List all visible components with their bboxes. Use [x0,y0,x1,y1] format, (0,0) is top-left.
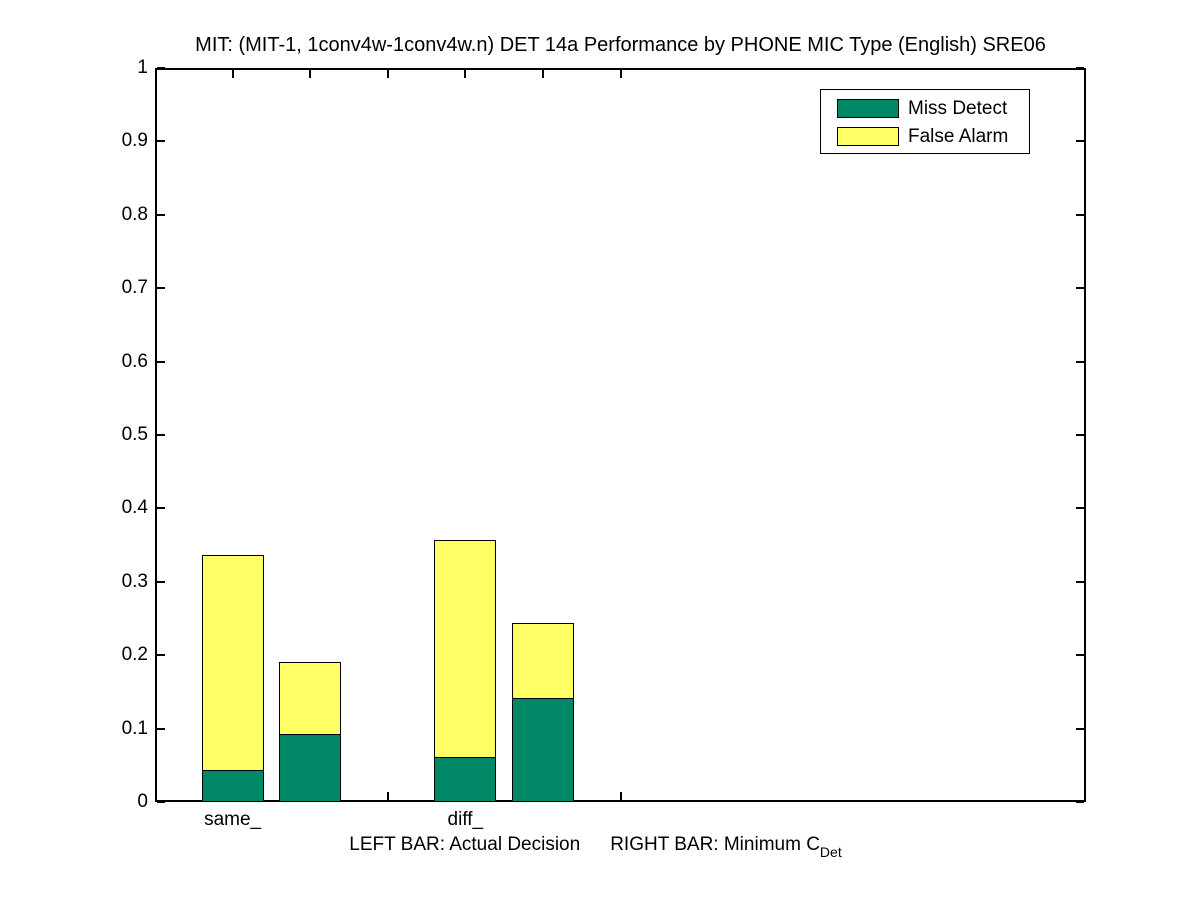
y-axis-tick-label: 0.9 [121,130,148,152]
y-axis-tick-right [1076,67,1084,69]
legend-swatch-miss-detect [837,99,899,118]
x-axis-tick-top [309,70,312,78]
bar-actual-decision-same_ [201,554,264,802]
y-axis-tick [157,654,165,657]
x-axis-tick-top [231,70,234,78]
x-axis-tick-label: same_ [204,809,262,830]
x-axis-tick-bottom [386,792,389,800]
x-axis-tick-bottom [619,792,622,800]
bar-minimum-cdet-diff_ [511,622,574,802]
legend-swatch-false-alarm [837,127,899,146]
plot-area [155,68,1086,802]
x-axis-tick-top [386,70,389,78]
x-axis-tick-top [464,70,467,78]
y-axis-tick-right [1076,727,1084,730]
bar-segment-miss-detect [435,756,496,801]
y-axis-tick [157,140,165,143]
bar-segment-miss-detect [512,698,573,801]
y-axis-tick-right [1076,140,1084,143]
legend-item-miss-detect: Miss Detect [837,99,1007,118]
y-axis-tick [157,434,165,436]
legend-item-false-alarm: False Alarm [837,127,1008,146]
bar-segment-miss-detect [202,770,263,801]
bar-segment-miss-detect [280,734,341,801]
y-axis-tick-label: 0.1 [121,717,148,739]
caption: LEFT BAR: Actual Decision RIGHT BAR: Mini… [155,833,1086,864]
y-axis-tick-label: 0.5 [121,424,148,445]
y-axis-tick-label: 0.3 [121,570,148,592]
y-axis-tick-right [1076,360,1084,363]
caption-right-bar: RIGHT BAR: Minimum C [610,834,820,855]
bar-minimum-cdet-same_ [279,661,342,802]
y-axis-tick [157,507,165,510]
caption-subscript: Det [819,844,842,860]
bar-actual-decision-diff_ [434,539,497,802]
y-axis-tick-right [1076,287,1084,290]
y-axis-tick [157,213,165,216]
x-axis-tick-label: diff_ [447,809,484,830]
y-axis-tick-right [1076,213,1084,216]
y-axis-tick-label: 0 [137,791,148,812]
x-axis-tick-top [541,70,544,78]
y-axis-tick [157,801,165,803]
y-axis-tick-label: 0.8 [121,203,148,225]
y-axis-tick [157,67,165,69]
y-axis-tick-right [1076,434,1084,436]
y-axis-tick-label: 0.2 [121,644,148,666]
legend-label-false-alarm: False Alarm [908,126,1009,147]
y-axis-tick [157,580,165,583]
y-axis-tick [157,360,165,363]
figure-title: MIT: (MIT-1, 1conv4w-1conv4w.n) DET 14a … [195,34,1046,56]
y-axis-tick-label: 0.7 [121,277,148,299]
y-axis-tick-label: 0.6 [121,350,148,372]
y-axis-tick [157,727,165,730]
legend-label-miss-detect: Miss Detect [908,98,1008,119]
y-axis-tick-right [1076,654,1084,657]
y-axis-tick-label: 0.4 [121,497,148,519]
y-axis-tick-label: 1 [137,57,148,78]
legend: Miss Detect False Alarm [820,89,1030,154]
y-axis-tick-right [1076,507,1084,510]
x-axis-tick-top [619,70,622,78]
y-axis-tick-right [1076,580,1084,583]
caption-left-bar: LEFT BAR: Actual Decision [349,834,581,855]
y-axis-tick-right [1076,801,1084,803]
y-axis-tick [157,287,165,290]
